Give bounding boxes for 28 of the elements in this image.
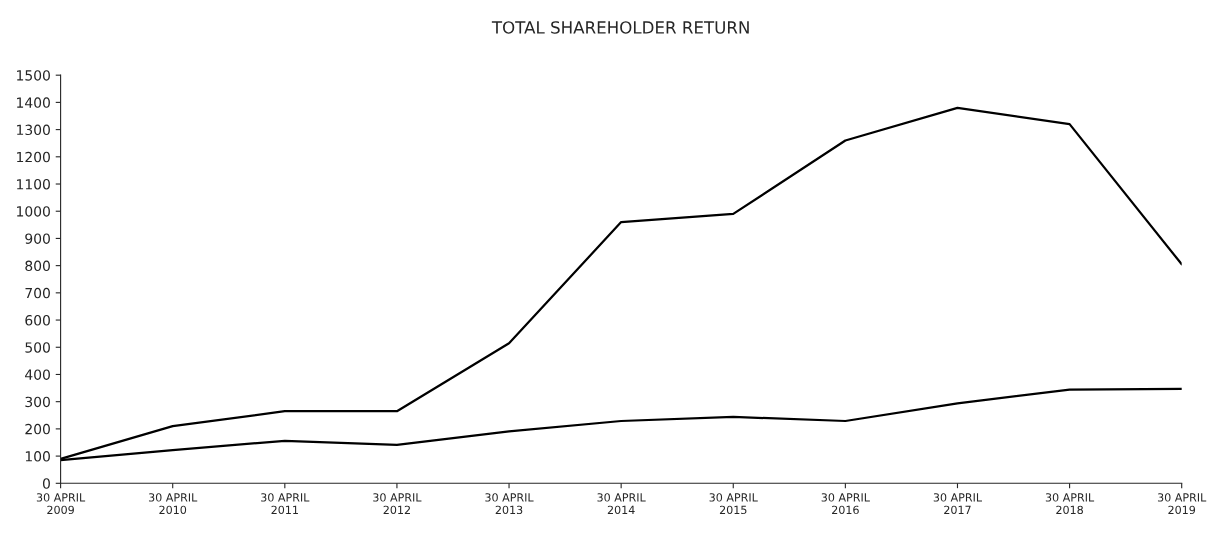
y-tick-label: 1100 [17, 178, 50, 190]
x-tick-label: 30 APRIL 2018 [1045, 493, 1095, 515]
y-tick-label: 600 [25, 315, 50, 326]
y-tick-label: 100 [25, 451, 50, 462]
y-tick-label: 700 [25, 287, 50, 299]
x-tick-label: 30 APRIL 2013 [485, 493, 534, 515]
y-tick-label: 1200 [17, 151, 50, 163]
y-tick-label: 500 [25, 342, 50, 353]
x-tick-label: 30 APRIL 2015 [709, 493, 758, 515]
x-tick-label: 30 APRIL 2011 [261, 493, 310, 515]
y-tick-label: 1300 [17, 124, 50, 136]
x-tick-label: 30 APRIL 2016 [821, 493, 870, 515]
y-tick-label: 1400 [17, 97, 50, 108]
chart-title: TOTAL SHAREHOLDER RETURN [491, 21, 749, 34]
x-tick-label: 30 APRIL 2019 [1157, 493, 1207, 515]
x-tick-label: 30 APRIL 2009 [36, 493, 86, 515]
y-tick-label: 900 [25, 233, 50, 244]
x-tick-label: 30 APRIL 2017 [933, 493, 982, 515]
y-tick-label: 300 [25, 396, 50, 408]
y-tick-label: 200 [25, 423, 50, 435]
y-tick-label: 800 [25, 260, 50, 272]
x-tick-label: 30 APRIL 2014 [597, 493, 646, 515]
y-tick-label: 1500 [17, 70, 50, 81]
x-tick-label: 30 APRIL 2012 [373, 493, 422, 515]
y-tick-label: 1000 [17, 206, 50, 217]
x-tick-label: 30 APRIL 2010 [148, 493, 198, 515]
y-tick-label: 400 [25, 369, 50, 380]
y-tick-label: 0 [42, 478, 50, 489]
